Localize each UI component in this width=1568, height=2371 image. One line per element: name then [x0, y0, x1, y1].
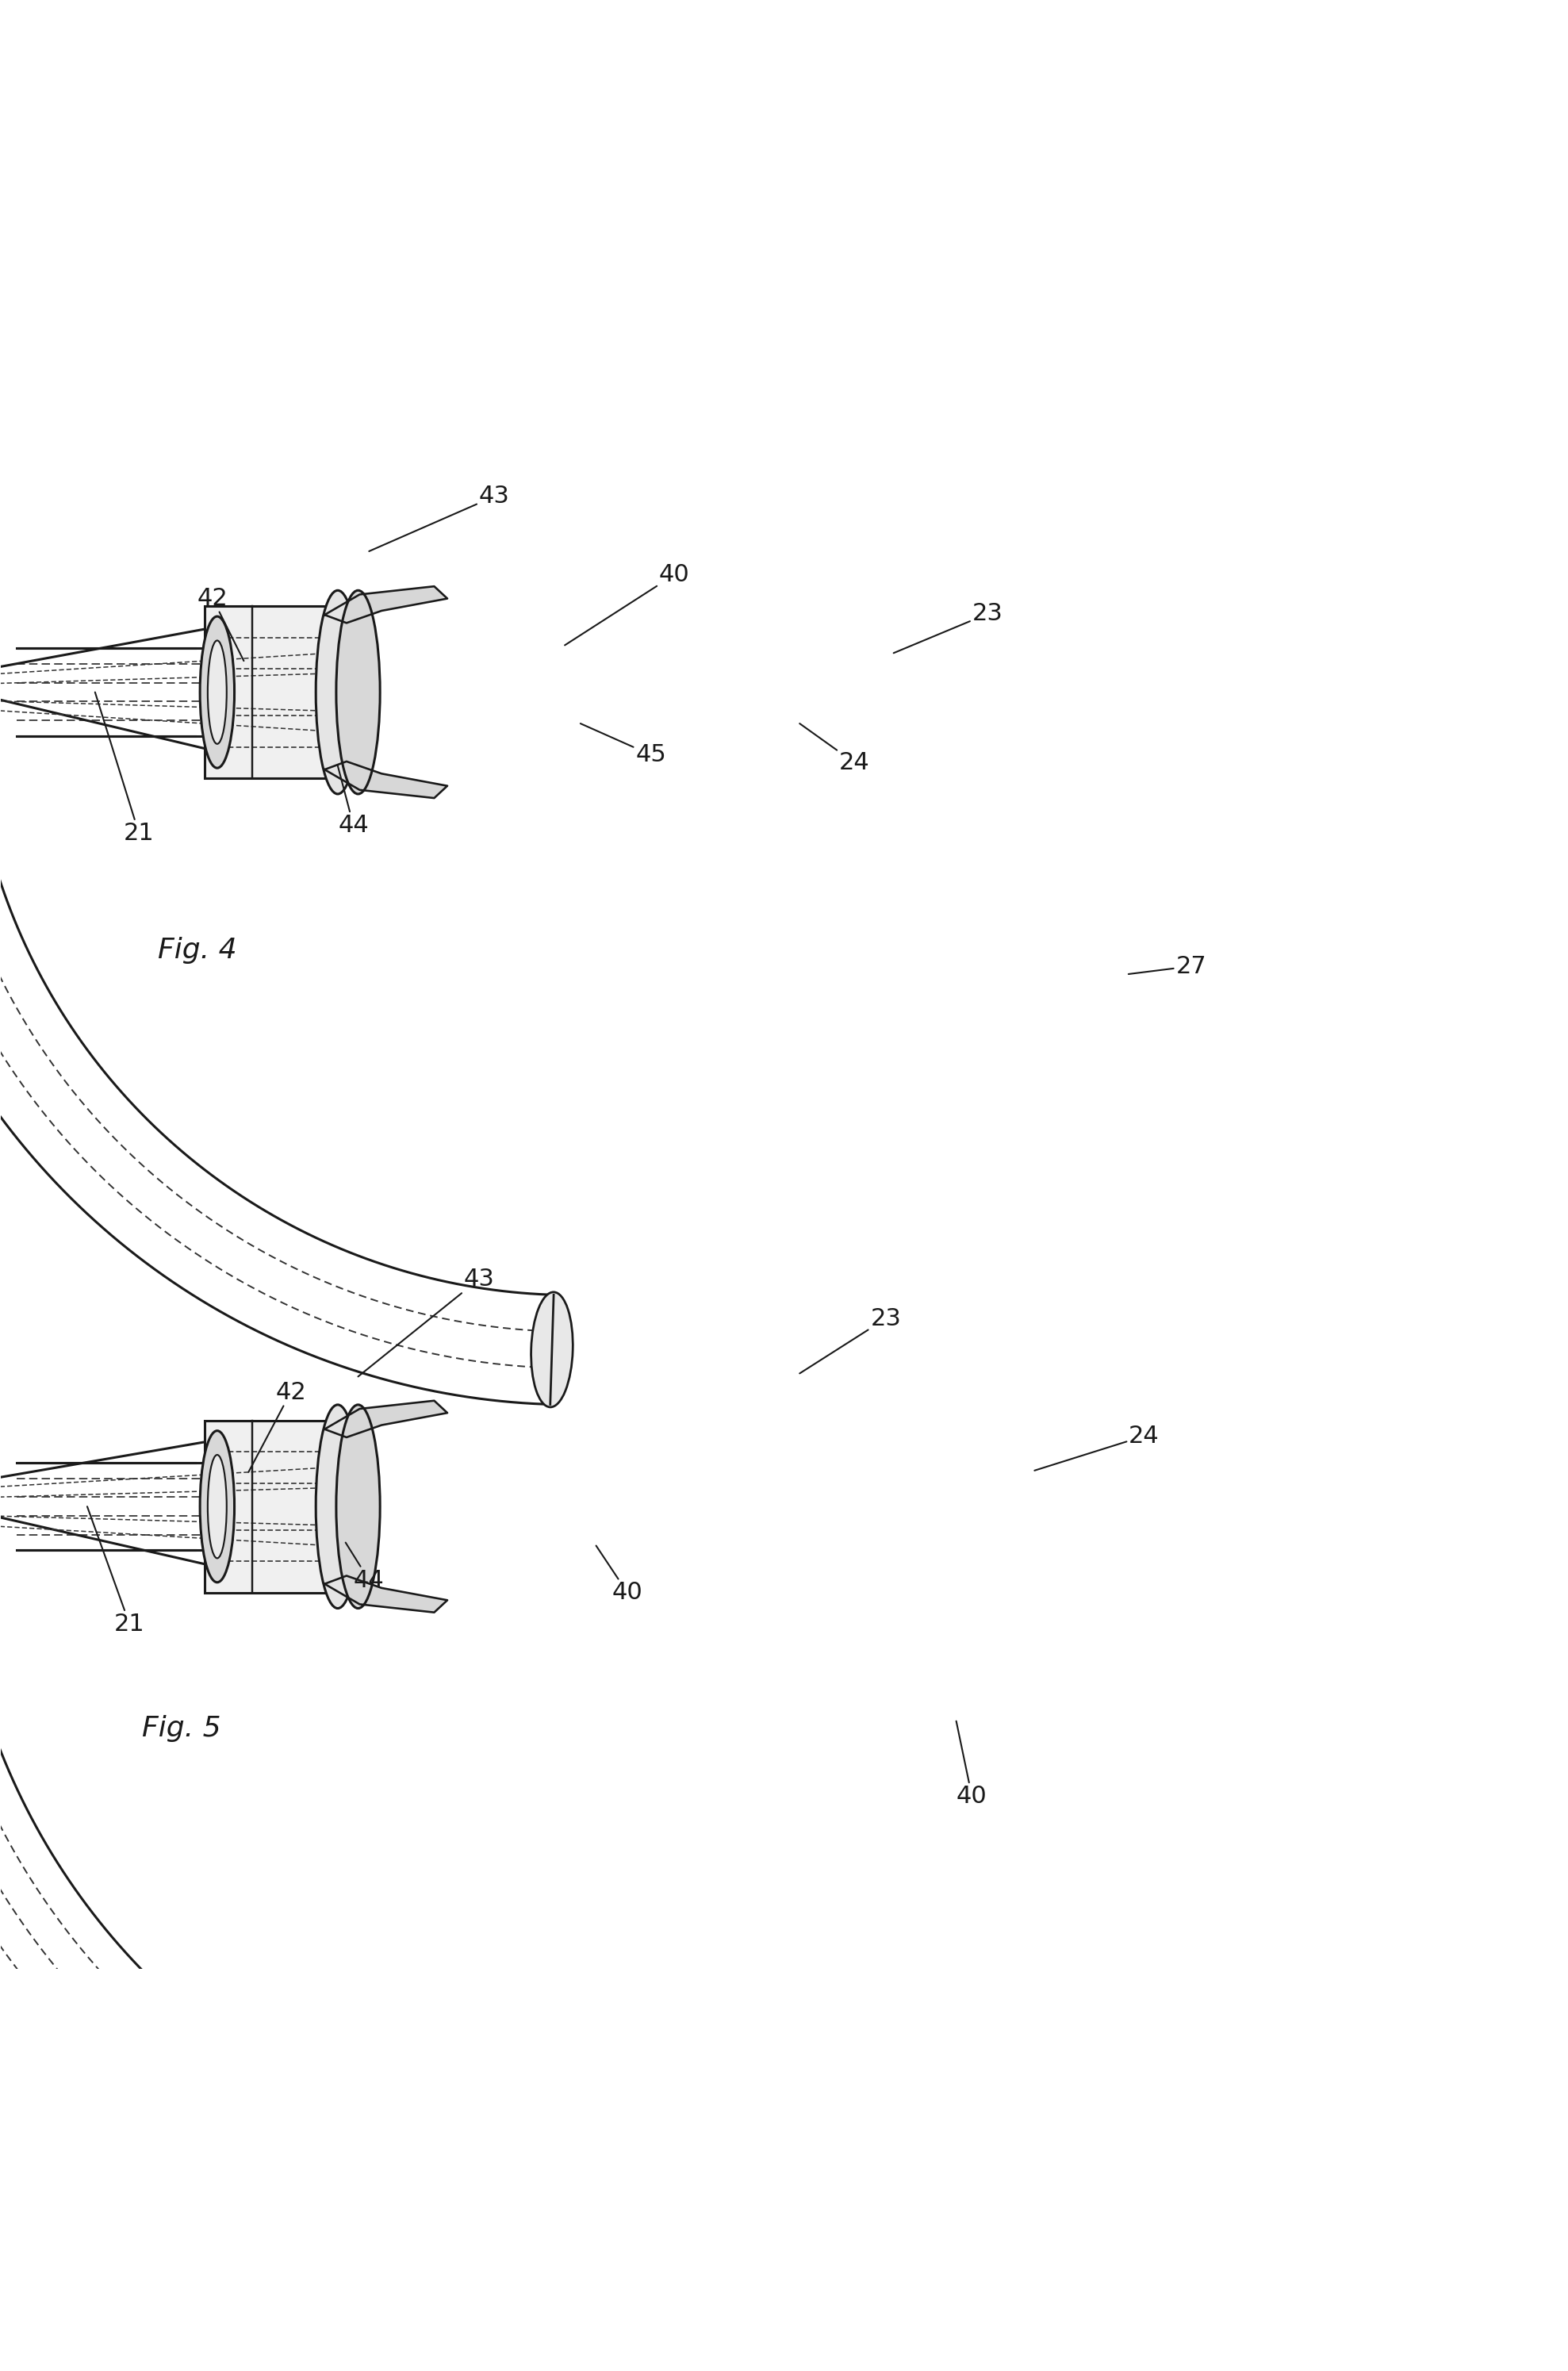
Text: 23: 23 [894, 602, 1004, 652]
Ellipse shape [336, 1404, 379, 1608]
Ellipse shape [572, 2169, 621, 2300]
Text: 40: 40 [596, 1546, 643, 1605]
Ellipse shape [207, 640, 227, 744]
Ellipse shape [207, 1456, 227, 1558]
Text: 45: 45 [580, 723, 666, 766]
Ellipse shape [532, 1292, 572, 1406]
Ellipse shape [201, 616, 234, 768]
Text: 27: 27 [1129, 956, 1206, 977]
Text: 24: 24 [1035, 1425, 1159, 1470]
Polygon shape [325, 1577, 447, 1612]
Text: 44: 44 [337, 766, 368, 837]
Text: 44: 44 [345, 1544, 384, 1591]
Ellipse shape [201, 1430, 234, 1581]
Text: 43: 43 [358, 1268, 494, 1378]
Polygon shape [325, 1401, 447, 1437]
Text: 23: 23 [800, 1306, 902, 1373]
Ellipse shape [336, 590, 379, 794]
Polygon shape [596, 2205, 737, 2262]
Text: 43: 43 [368, 486, 510, 550]
Text: 42: 42 [198, 586, 243, 662]
Text: 21: 21 [88, 1506, 144, 1636]
Text: 24: 24 [800, 723, 870, 775]
Text: 40: 40 [564, 564, 690, 645]
Text: Fig. 4: Fig. 4 [158, 937, 237, 965]
Ellipse shape [315, 1404, 359, 1608]
Text: 42: 42 [248, 1380, 306, 1472]
Bar [205, 607, 329, 778]
Bar [205, 1420, 329, 1593]
Polygon shape [325, 586, 447, 624]
Text: 21: 21 [96, 692, 154, 844]
Text: 40: 40 [956, 1721, 988, 1807]
Polygon shape [325, 761, 447, 799]
Text: Fig. 5: Fig. 5 [143, 1714, 221, 1743]
Ellipse shape [315, 590, 359, 794]
